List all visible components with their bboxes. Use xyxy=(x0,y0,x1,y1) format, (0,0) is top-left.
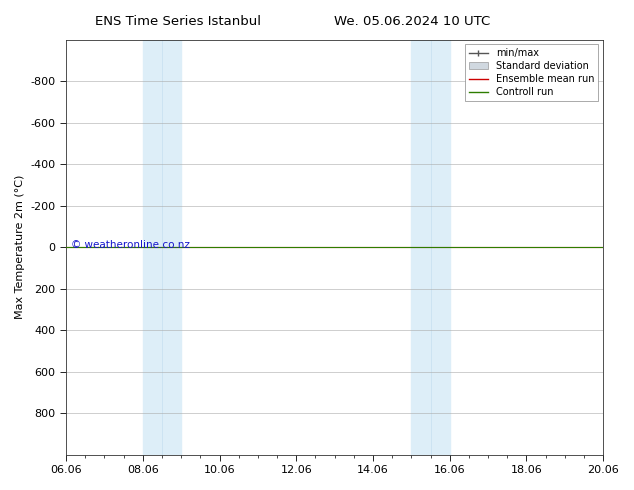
Legend: min/max, Standard deviation, Ensemble mean run, Controll run: min/max, Standard deviation, Ensemble me… xyxy=(465,45,598,101)
Text: ENS Time Series Istanbul: ENS Time Series Istanbul xyxy=(94,15,261,28)
Text: We. 05.06.2024 10 UTC: We. 05.06.2024 10 UTC xyxy=(334,15,490,28)
Bar xyxy=(411,40,450,455)
Text: © weatheronline.co.nz: © weatheronline.co.nz xyxy=(72,240,190,250)
Y-axis label: Max Temperature 2m (°C): Max Temperature 2m (°C) xyxy=(15,175,25,319)
Bar xyxy=(143,40,181,455)
